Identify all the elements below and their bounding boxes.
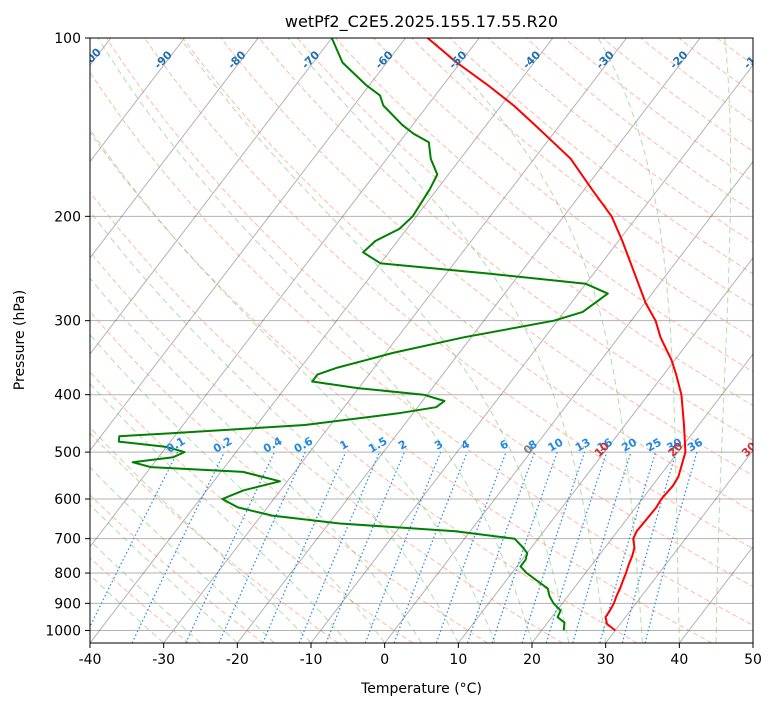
x-tick-label: 0: [380, 652, 389, 668]
isotherm-lines: [90, 38, 753, 643]
moist-adiabat-line: [90, 128, 496, 643]
x-tick-label: 40: [670, 652, 688, 668]
y-tick-label: 700: [54, 532, 81, 548]
moist-adiabat-line: [97, 38, 533, 643]
moist-adiabat-line: [90, 504, 238, 643]
isotherm-line: [90, 38, 259, 259]
mixing-ratio-line: [393, 451, 468, 643]
y-tick-label: 100: [54, 31, 81, 47]
x-tick-label: -10: [300, 652, 323, 668]
dewpoint-profile: [117, 38, 609, 631]
isotherm-line: [90, 38, 554, 643]
x-tick-label: 10: [449, 652, 467, 668]
mixing-ratio-line: [521, 451, 586, 643]
isotherm-line: [384, 160, 753, 643]
y-tick-label: 900: [54, 596, 81, 612]
isotherm-label: -10: [741, 48, 764, 71]
moist-adiabat-line: [90, 574, 165, 643]
isotherm-line: [90, 38, 333, 355]
y-tick-label: 500: [54, 445, 81, 461]
mixing-ratio-line: [644, 451, 698, 643]
isotherm-line: [90, 38, 480, 548]
mixing-ratio-line: [491, 451, 558, 643]
mixing-ratio-line: [325, 451, 405, 643]
dry-adiabat-line: [144, 38, 753, 550]
y-axis-ticks: 1000 900 800 700 600 500 400 300 200 100: [45, 31, 90, 639]
x-axis-label: Temperature (°C): [360, 681, 482, 697]
moist-adiabat-line: [179, 38, 570, 643]
mixing-ratio-line: [90, 451, 179, 628]
x-tick-label: 20: [523, 652, 541, 668]
moist-adiabat-line: [715, 38, 732, 643]
mixing-ratio-line: [545, 451, 608, 643]
moist-adiabat-line: [90, 333, 386, 643]
mixing-ratio-line: [435, 451, 507, 643]
moist-adiabat-line: [90, 210, 459, 643]
y-tick-label: 1000: [45, 623, 81, 639]
x-tick-label: -40: [79, 652, 102, 668]
temperature-profile: [426, 38, 687, 632]
isotherm-line: [605, 449, 753, 643]
dry-adiabat-line: [90, 250, 563, 643]
dry-adiabat-line: [411, 38, 753, 307]
dry-adiabat-line: [90, 191, 638, 643]
x-tick-label: -30: [152, 652, 175, 668]
moist-adiabat-line: [597, 38, 680, 643]
y-axis-label: Pressure (hPa): [12, 290, 28, 390]
y-tick-label: 800: [54, 566, 81, 582]
moist-adiabat-line: [90, 277, 422, 643]
x-tick-label: 30: [597, 652, 615, 668]
mixing-ratio-lines: [90, 451, 698, 643]
mixing-ratio-line: [572, 451, 632, 643]
moist-adiabat-line: [431, 38, 643, 643]
isotherm-line: [90, 38, 406, 452]
dry-adiabat-line: [182, 38, 753, 513]
dry-adiabat-line: [90, 71, 753, 626]
dry-adiabat-line: [106, 38, 753, 588]
isotherm-line: [310, 64, 753, 643]
moist-adiabat-line: [90, 426, 312, 643]
dry-adiabat-line: [90, 371, 414, 643]
dry-adiabat-line: [90, 557, 190, 643]
isotherm-line: [90, 38, 185, 163]
x-tick-label: 50: [744, 652, 762, 668]
mixing-ratio-line: [262, 451, 347, 643]
y-tick-label: 400: [54, 388, 81, 404]
dry-adiabat-line: [90, 310, 488, 643]
y-tick-label: 200: [54, 209, 81, 225]
y-tick-label: 600: [54, 492, 81, 508]
x-axis-ticks: -40 -30 -20 -10 0 10 20 30 40 50: [79, 643, 762, 668]
isotherm-line: [236, 38, 701, 643]
moist-adiabat-line: [90, 539, 201, 643]
mixing-ratio-line: [364, 451, 442, 643]
sounding-profiles: [117, 38, 687, 632]
x-tick-label: -20: [226, 652, 249, 668]
moist-adiabat-line: [90, 466, 275, 643]
moist-adiabat-line: [287, 38, 607, 643]
y-tick-label: 300: [54, 314, 81, 330]
mixing-ratio-line: [298, 451, 381, 643]
moist-adiabat-lines: [90, 38, 732, 643]
plot-area: 0.10.20.40.611.52346810131620253036-100-…: [90, 38, 764, 643]
mixing-ratio-line: [466, 451, 536, 643]
chart-title: wetPf2_C2E5.2025.155.17.55.R20: [285, 12, 558, 32]
isotherm-line: [457, 256, 753, 643]
axes-frame: [89, 37, 754, 644]
isotherm-line: [531, 353, 753, 643]
dry-adiabat-line: [258, 38, 753, 441]
dry-adiabat-line: [90, 494, 264, 643]
